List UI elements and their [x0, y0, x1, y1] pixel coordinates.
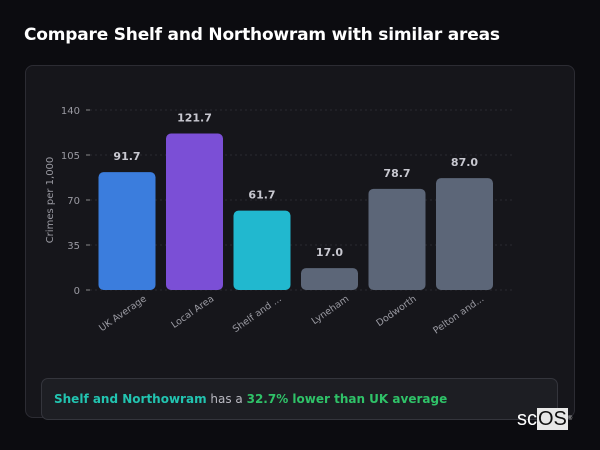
x-tick-label: Lyneham: [310, 293, 352, 327]
y-tick-label: 70: [67, 196, 80, 207]
bar: [98, 172, 156, 290]
y-axis-label: Crimes per 1,000: [45, 157, 56, 244]
x-tick-label: Dodworth: [374, 293, 418, 329]
bar: [436, 178, 493, 290]
x-tick-label: Local Area: [169, 293, 216, 330]
page-title: Compare Shelf and Northowram with simila…: [24, 25, 500, 45]
data-label: 61.7: [248, 189, 275, 202]
x-tick-label: Pelton and...: [431, 293, 486, 336]
summary-box: Shelf and Northowram has a 32.7% lower t…: [41, 378, 558, 420]
data-label: 17.0: [316, 246, 343, 259]
bar: [368, 188, 426, 290]
y-tick-label: 140: [61, 106, 80, 117]
data-label: 121.7: [177, 112, 212, 125]
y-tick-label: 105: [61, 151, 80, 162]
y-tick-label: 35: [67, 241, 80, 252]
data-label: 91.7: [113, 150, 140, 163]
summary-area: Shelf and Northowram: [54, 392, 207, 406]
x-tick-label: Shelf and ...: [231, 293, 284, 335]
y-tick-label: 0: [74, 286, 80, 297]
summary-middle: has a: [206, 392, 247, 406]
x-tick-label: UK Average: [97, 293, 149, 334]
bar: [301, 268, 358, 290]
data-label: 78.7: [383, 167, 410, 180]
bar: [166, 133, 223, 290]
data-label: 87.0: [451, 156, 478, 169]
summary-comparison: 32.7% lower than UK average: [246, 392, 448, 406]
bar: [233, 210, 291, 290]
scos-logo: scOS®: [517, 408, 573, 430]
